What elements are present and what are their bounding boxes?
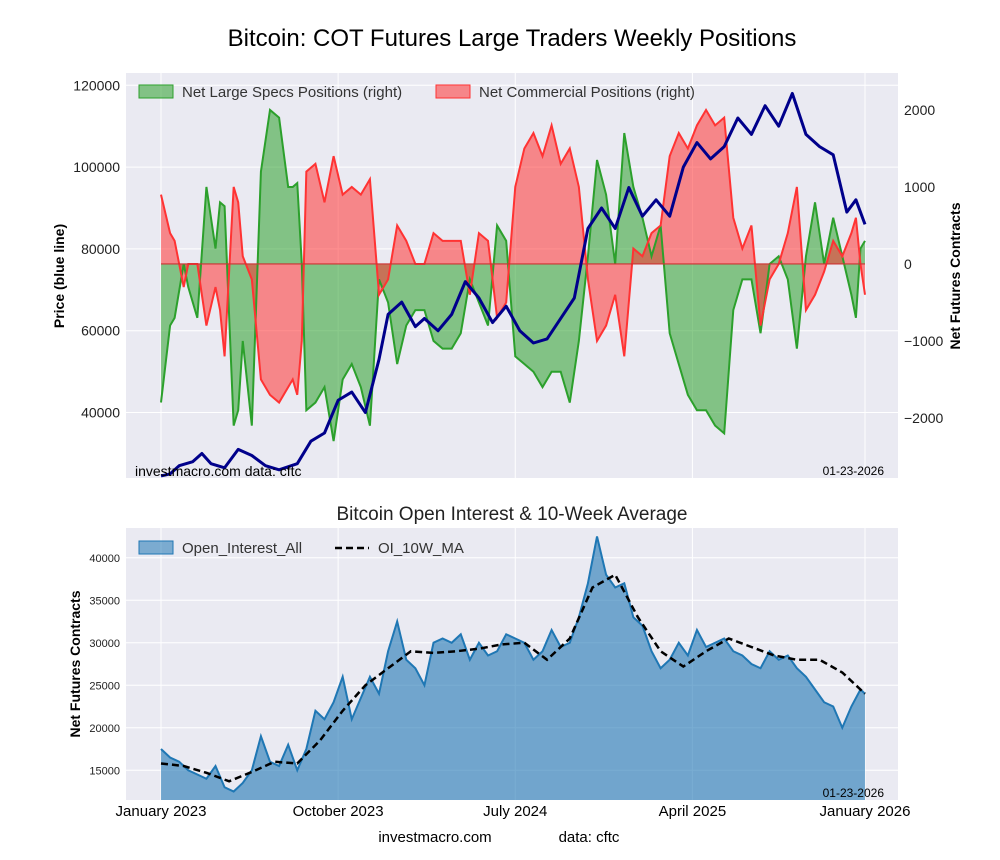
legend-swatch-commercial: [435, 84, 471, 99]
legend-label-open-interest: Open_Interest_All: [182, 540, 302, 557]
top-y-axis-right-label: Net Futures Contracts: [947, 202, 963, 349]
top-ytick-left-2: 80000: [81, 241, 120, 257]
top-ytick-left-3: 100000: [73, 159, 120, 175]
bottom-area-series: [160, 536, 866, 800]
bottom-chart: Bitcoin Open Interest & 10-Week Average …: [67, 504, 910, 820]
legend-label-ma: OI_10W_MA: [378, 540, 464, 557]
footer-left: investmacro.com: [378, 829, 491, 846]
bottom-xtick-1: October 2023: [293, 803, 384, 820]
top-ytick-right-0: −2000: [904, 410, 944, 426]
bottom-xtick-4: January 2026: [820, 803, 911, 820]
top-chart: 40000 60000 80000 100000 120000 −2000 −1000 0 10…: [51, 73, 963, 479]
top-ytick-left-4: 120000: [73, 77, 120, 93]
bottom-ytick-4: 35000: [89, 595, 120, 607]
top-ytick-right-1: −1000: [904, 333, 944, 349]
bottom-ytick-1: 20000: [89, 723, 120, 735]
bottom-xtick-2: July 2024: [483, 803, 547, 820]
top-ytick-left-1: 60000: [81, 323, 120, 339]
commercial-area: [161, 109, 865, 403]
top-watermark-right: 01-23-2026: [823, 464, 885, 478]
bottom-ytick-0: 15000: [89, 765, 120, 777]
bottom-axes: January 2023 October 2023 July 2024 April 2…: [89, 553, 910, 820]
bottom-legend: Open_Interest_All OI_10W_MA: [138, 540, 464, 557]
legend-swatch-open-interest: [138, 540, 174, 555]
bottom-watermark-right: 01-23-2026: [823, 786, 885, 800]
bottom-chart-title: Bitcoin Open Interest & 10-Week Average: [337, 504, 688, 525]
specs-line: [160, 108, 866, 442]
top-price-series: [160, 91, 867, 478]
open-interest-area: [161, 536, 865, 800]
top-ytick-right-4: 2000: [904, 102, 935, 118]
bottom-ytick-2: 25000: [89, 680, 120, 692]
top-ytick-right-3: 1000: [904, 179, 935, 195]
top-y-axis-left-label: Price (blue line): [51, 224, 67, 328]
bottom-ytick-3: 30000: [89, 638, 120, 650]
bottom-xtick-0: January 2023: [116, 803, 207, 820]
ma-line: [160, 573, 866, 783]
figure-title: Bitcoin: COT Futures Large Traders Weekl…: [228, 25, 797, 52]
specs-area: [161, 109, 865, 442]
top-axes: 40000 60000 80000 100000 120000 −2000 −1000 0 10…: [73, 77, 943, 426]
legend-label-specs: Net Large Specs Positions (right): [182, 84, 402, 101]
bottom-y-axis-label: Net Futures Contracts: [67, 590, 83, 737]
legend-swatch-specs: [138, 84, 174, 99]
top-ytick-left-0: 40000: [81, 405, 120, 421]
price-line: [160, 91, 867, 478]
bottom-ytick-5: 40000: [89, 553, 120, 565]
top-legend: Net Large Specs Positions (right) Net Co…: [138, 84, 695, 101]
top-ytick-right-2: 0: [904, 256, 912, 272]
bottom-xtick-3: April 2025: [659, 803, 727, 820]
legend-label-commercial: Net Commercial Positions (right): [479, 84, 695, 101]
top-watermark-left: investmacro.com data: cftc: [135, 463, 302, 479]
open-interest-line: [160, 536, 866, 793]
footer-right: data: cftc: [559, 829, 620, 846]
